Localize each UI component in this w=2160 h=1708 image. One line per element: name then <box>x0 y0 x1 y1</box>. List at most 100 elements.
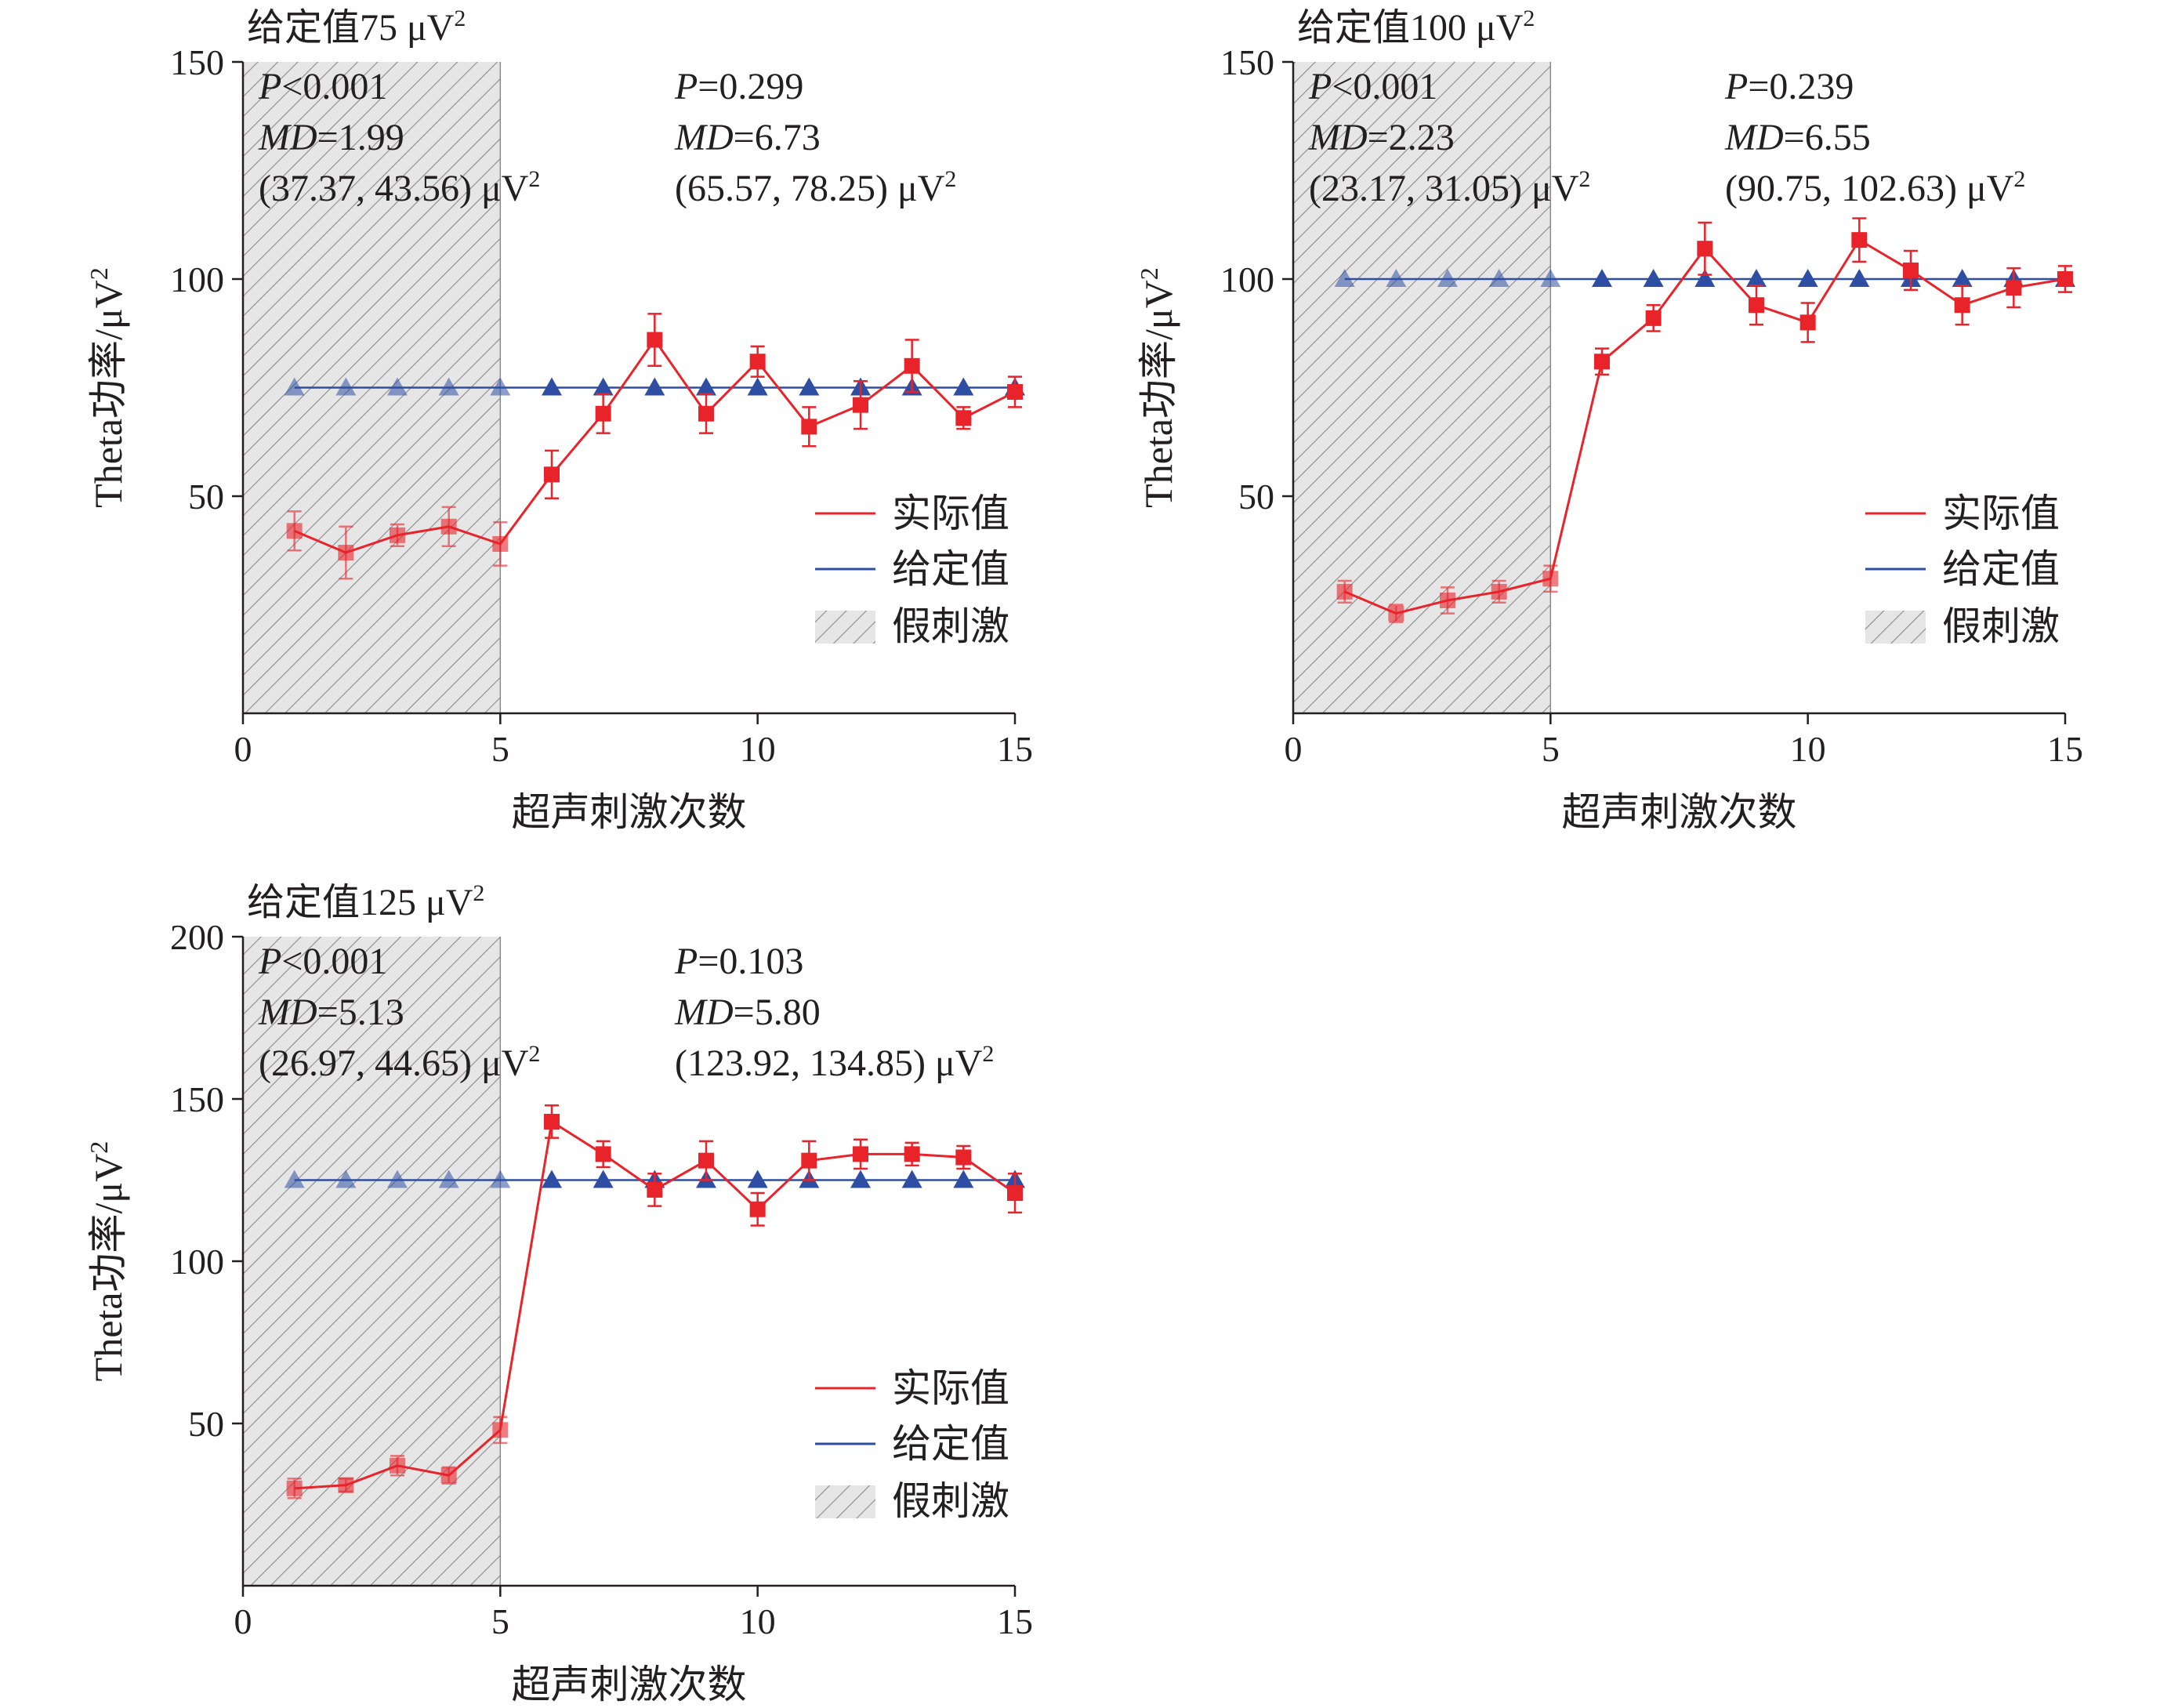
actual-point <box>955 1149 972 1166</box>
actual-point <box>1388 605 1404 622</box>
target-point <box>696 377 716 396</box>
target-point <box>747 377 768 396</box>
target-point <box>335 377 357 396</box>
actual-point <box>1645 310 1662 326</box>
actual-point <box>1007 1185 1023 1202</box>
chart-title: 给定值125 μV2 <box>247 880 484 923</box>
stat-md-right: MD=6.73 <box>674 117 821 158</box>
legend-label-target: 给定值 <box>892 1422 1009 1466</box>
target-point <box>1952 269 1973 287</box>
actual-point <box>1007 384 1023 401</box>
x-tick-label: 15 <box>997 1601 1033 1641</box>
actual-point <box>595 405 611 422</box>
legend-label-actual: 实际值 <box>892 1366 1009 1410</box>
actual-point <box>440 518 457 535</box>
actual-point <box>1594 354 1610 370</box>
actual-point <box>492 535 509 552</box>
actual-point <box>647 332 663 348</box>
target-point <box>1540 269 1561 287</box>
y-axis-label: Theta功率/μV2 <box>1135 267 1180 508</box>
target-point <box>593 1169 614 1188</box>
stat-ci-left: (37.37, 43.56) μV2 <box>259 166 540 209</box>
actual-point <box>1491 583 1507 600</box>
stat-p-left: P<0.001 <box>258 941 387 982</box>
target-point <box>1592 269 1612 287</box>
stat-ci-left: (26.97, 44.65) μV2 <box>259 1041 540 1084</box>
legend-label-sham: 假刺激 <box>1942 604 2060 648</box>
legend-label-target: 给定值 <box>1942 547 2060 591</box>
target-point <box>1643 269 1664 287</box>
chart-title: 给定值100 μV2 <box>1297 5 1535 49</box>
stat-p-right: P=0.103 <box>674 941 803 982</box>
stat-p-right: P=0.239 <box>1724 66 1854 107</box>
chart-panel-2: 50 100 150 0 5 10 15 超声刺激次数 Theta功率/μV2 给定值100 μV… <box>1135 5 2083 834</box>
actual-point <box>647 1181 663 1198</box>
target-point <box>747 1169 768 1188</box>
actual-point <box>801 1152 817 1169</box>
x-tick-label: 10 <box>740 1601 776 1641</box>
x-tick-label: 0 <box>234 1601 252 1641</box>
y-tick-label: 150 <box>170 42 224 82</box>
y-tick-label: 100 <box>170 1242 224 1282</box>
actual-point <box>2057 271 2073 287</box>
actual-point <box>1440 592 1455 608</box>
target-point <box>1334 269 1355 287</box>
target-point <box>387 377 408 396</box>
actual-point <box>904 357 920 374</box>
stat-ci-right: (65.57, 78.25) μV2 <box>675 166 956 209</box>
y-axis-label: Theta功率/μV2 <box>85 1141 130 1382</box>
x-tick-label: 5 <box>1542 729 1560 769</box>
actual-point <box>1542 571 1559 587</box>
target-point <box>1746 269 1767 287</box>
actual-point <box>853 397 868 413</box>
actual-point <box>1697 241 1713 257</box>
x-tick-label: 15 <box>2047 729 2083 769</box>
stat-md-left: MD=5.13 <box>258 992 404 1033</box>
target-point <box>953 377 974 396</box>
legend-label-sham: 假刺激 <box>892 1479 1009 1523</box>
legend-label-target: 给定值 <box>892 547 1009 591</box>
stat-md-left: MD=1.99 <box>258 117 404 158</box>
actual-point <box>440 1467 457 1484</box>
target-point <box>901 1169 922 1188</box>
actual-point <box>595 1146 611 1162</box>
x-tick-label: 0 <box>234 729 252 769</box>
stat-md-right: MD=5.80 <box>674 992 821 1033</box>
actual-point <box>955 410 972 426</box>
target-point <box>284 377 305 396</box>
target-point <box>953 1169 974 1188</box>
legend-label-actual: 实际值 <box>1942 491 2060 535</box>
target-point <box>1386 269 1407 287</box>
x-axis-label: 超声刺激次数 <box>512 1663 747 1706</box>
y-tick-label: 100 <box>170 259 224 299</box>
stat-p-left: P<0.001 <box>1308 66 1437 107</box>
y-axis-label: Theta功率/μV2 <box>85 267 130 508</box>
actual-point <box>544 1113 560 1130</box>
target-point <box>335 1169 357 1188</box>
target-point <box>490 1169 511 1188</box>
chart-panel-1: 50 100 150 0 5 10 15 超声刺激次数 Theta功率/μV2 给定值75 μV2… <box>85 5 1033 834</box>
y-tick-label: 150 <box>1220 42 1274 82</box>
legend-swatch-sham <box>815 611 875 644</box>
target-point <box>593 377 614 396</box>
target-point <box>1437 269 1458 287</box>
actual-point <box>853 1146 868 1162</box>
target-point <box>1797 269 1818 287</box>
actual-point <box>2006 280 2022 296</box>
actual-point <box>286 1480 303 1496</box>
y-tick-label: 100 <box>1220 259 1274 299</box>
target-point <box>438 1169 459 1188</box>
actual-point <box>801 419 817 435</box>
y-tick-label: 150 <box>170 1079 224 1119</box>
actual-point <box>749 354 766 370</box>
target-point <box>1849 269 1870 287</box>
legend-label-actual: 实际值 <box>892 491 1009 535</box>
actual-point <box>492 1422 509 1438</box>
target-point <box>490 377 511 396</box>
stat-ci-right: (123.92, 134.85) μV2 <box>675 1041 994 1084</box>
sham-region <box>243 937 501 1586</box>
actual-point <box>338 545 354 561</box>
x-axis-label: 超声刺激次数 <box>1562 790 1797 834</box>
actual-point <box>1749 297 1764 314</box>
sham-region <box>1293 62 1551 713</box>
